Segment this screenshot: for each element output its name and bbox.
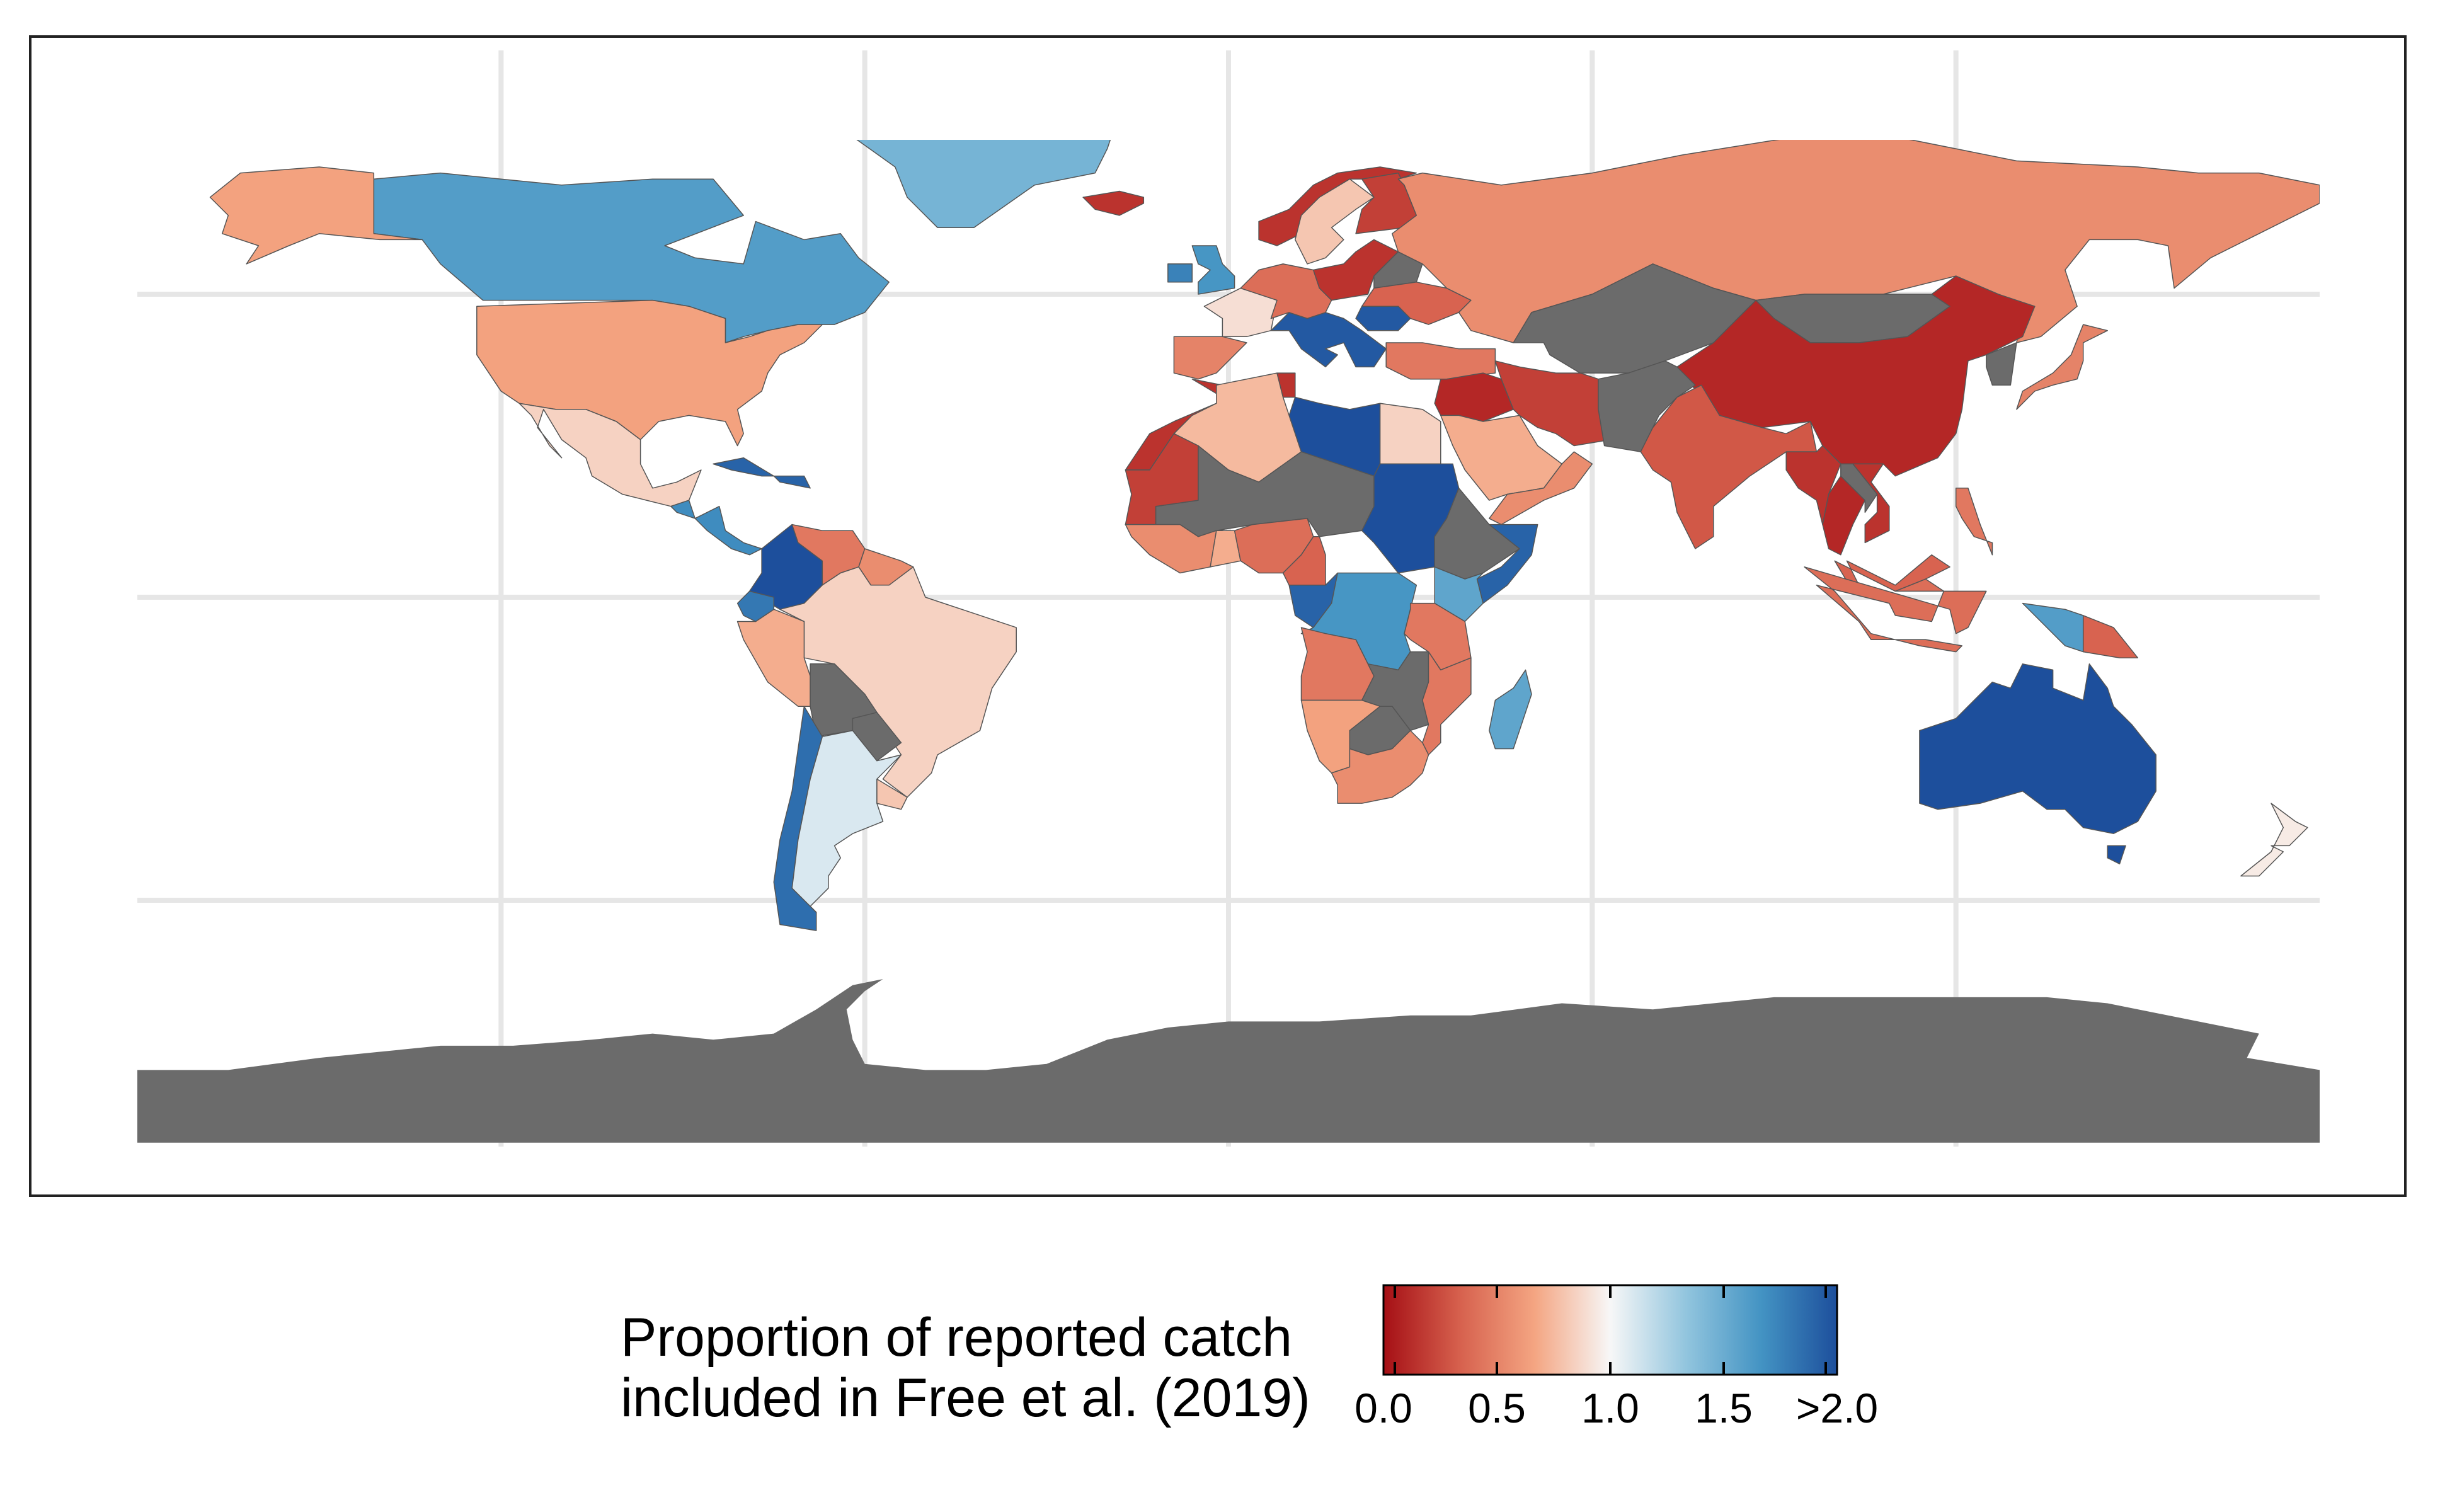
region-ecuador [736,590,775,622]
legend-colorbar [1382,1284,1838,1376]
region-greenland [856,140,1111,228]
region-iceland [1082,190,1145,216]
region-united-kingdom [1191,245,1235,295]
region-madagascar [1489,669,1532,750]
map-panel-border [29,35,2407,1197]
region-philippines [1955,488,1993,556]
country-layer [137,140,2320,1143]
region-kazakhstan-central-asia [1513,263,1756,374]
region-central-europe [1240,263,1332,319]
legend-tick-label: 0.0 [1354,1385,1412,1431]
region-cameroon [1282,536,1326,586]
region-new-zealand [2240,803,2308,877]
region-vietnam [1852,463,1890,544]
region-china [1676,275,2036,477]
region-mozambique [1422,651,1472,755]
region-japan [2016,324,2108,410]
region-egypt [1379,403,1441,465]
legend-ticks: 0.0 0.5 1.0 1.5 >2.0 [1354,1285,1878,1431]
region-cuba [713,457,811,489]
region-sweden [1295,178,1375,265]
legend-title-line-1: Proportion of reported catch [621,1307,1292,1368]
region-antarctica [137,979,2320,1143]
region-uruguay [876,778,908,810]
legend-tick-label: 0.5 [1468,1385,1526,1431]
region-mauritania-senegal [1125,433,1199,525]
region-yemen-oman [1489,451,1593,525]
region-papua-indonesia [2022,602,2084,653]
legend-tick-label: 1.0 [1581,1385,1639,1431]
region-indonesia [1804,566,1987,653]
legend-title-line-2: included in Free et al. (2019) [621,1368,1310,1428]
region-ireland [1167,263,1193,283]
region-korea [1986,342,2017,386]
region-alaska [209,166,423,265]
region-mexico [518,403,702,507]
region-russia [1392,140,2320,343]
region-argentina [791,730,902,913]
region-thailand [1822,475,1866,556]
region-belarus [1373,251,1423,289]
region-tasmania [2107,845,2126,865]
region-canada [373,172,890,343]
region-south-africa [1331,730,1429,804]
region-iberia [1173,336,1247,380]
region-australia [1919,663,2156,834]
region-afghanistan-pakistan [1598,360,1696,452]
region-iran [1494,360,1611,447]
region-turkey [1385,342,1496,380]
legend-tick-label: 1.5 [1695,1385,1753,1431]
legend: Proportion of reported catch included in… [621,1284,1878,1431]
region-romania [1355,306,1411,331]
legend-tick-label: >2.0 [1796,1385,1878,1431]
